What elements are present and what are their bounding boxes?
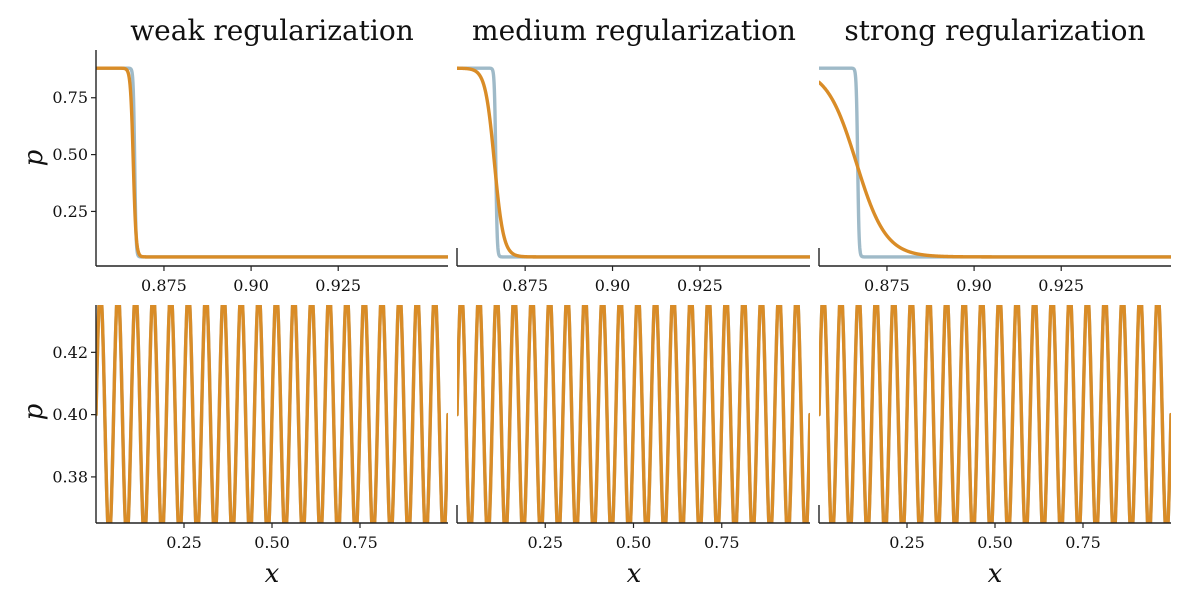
panel-title-strong: strong regularization (844, 14, 1145, 47)
x-tick-label: 0.925 (315, 276, 361, 295)
x-axis-label-right: x (988, 559, 1003, 589)
panel-title-medium: medium regularization (472, 14, 796, 47)
reference-series-line (457, 66, 810, 259)
axes: 0.875 0.90 0.925 (456, 248, 810, 295)
panel-bottom-strong: 0.25 0.50 0.75 (818, 305, 1171, 552)
axes: 0.25 0.50 0.75 0.38 0.40 0.42 (52, 305, 448, 552)
regularized-series-line (96, 66, 448, 259)
x-tick-label: 0.90 (956, 276, 992, 295)
x-tick-label: 0.75 (704, 533, 740, 552)
x-tick-label: 0.875 (141, 276, 187, 295)
x-tick-label: 0.925 (1038, 276, 1084, 295)
panel-top-weak: 0.875 0.90 0.925 0.25 0.50 0.75 (52, 50, 448, 295)
panel-top-strong: 0.875 0.90 0.925 (818, 66, 1171, 295)
plot-area (96, 305, 448, 523)
panels: 0.875 0.90 0.925 0.25 0.50 0.75 0.875 0.90 0.925… (52, 50, 1171, 552)
y-tick-label: 0.40 (52, 405, 88, 424)
x-tick-label: 0.50 (616, 533, 652, 552)
axes: 0.25 0.50 0.75 (818, 505, 1171, 552)
x-tick-label: 0.875 (502, 276, 548, 295)
plot-area (819, 305, 1171, 523)
x-tick-label: 0.75 (1065, 533, 1101, 552)
x-tick-label: 0.875 (864, 276, 910, 295)
y-tick-label: 0.42 (52, 343, 88, 362)
axes: 0.875 0.90 0.925 (818, 248, 1171, 295)
panel-title-weak: weak regularization (130, 14, 414, 47)
regularized-series-line (457, 305, 810, 523)
y-tick-label: 0.75 (52, 88, 88, 107)
plot-area (96, 66, 448, 259)
x-tick-label: 0.25 (527, 533, 563, 552)
x-tick-label: 0.90 (595, 276, 631, 295)
plot-area (457, 66, 810, 259)
axes: 0.25 0.50 0.75 (456, 505, 810, 552)
x-tick-label: 0.50 (254, 533, 290, 552)
axes: 0.875 0.90 0.925 0.25 0.50 0.75 (52, 50, 448, 295)
x-tick-label: 0.25 (166, 533, 202, 552)
plot-area (819, 66, 1171, 259)
y-axis-label-bottom: p (19, 403, 49, 420)
y-axis-label-top: p (19, 149, 49, 166)
panel-bottom-weak: 0.25 0.50 0.75 0.38 0.40 0.42 (52, 305, 448, 552)
reference-series-line (819, 66, 1171, 259)
panel-bottom-medium: 0.25 0.50 0.75 (456, 305, 810, 552)
x-tick-label: 0.90 (233, 276, 269, 295)
reference-series-line (96, 66, 448, 259)
x-tick-label: 0.50 (977, 533, 1013, 552)
x-axis-label-middle: x (627, 559, 642, 589)
regularized-series-line (819, 80, 1171, 259)
x-tick-label: 0.925 (677, 276, 723, 295)
y-tick-label: 0.38 (52, 467, 88, 486)
regularized-series-line (819, 305, 1171, 523)
regularized-series-line (457, 66, 810, 259)
x-tick-label: 0.75 (342, 533, 378, 552)
y-tick-label: 0.50 (52, 145, 88, 164)
panel-top-medium: 0.875 0.90 0.925 (456, 66, 810, 295)
regularized-series-line (96, 305, 448, 523)
x-tick-label: 0.25 (889, 533, 925, 552)
plot-area (457, 305, 810, 523)
x-axis-label-left: x (265, 559, 280, 589)
y-tick-label: 0.25 (52, 202, 88, 221)
